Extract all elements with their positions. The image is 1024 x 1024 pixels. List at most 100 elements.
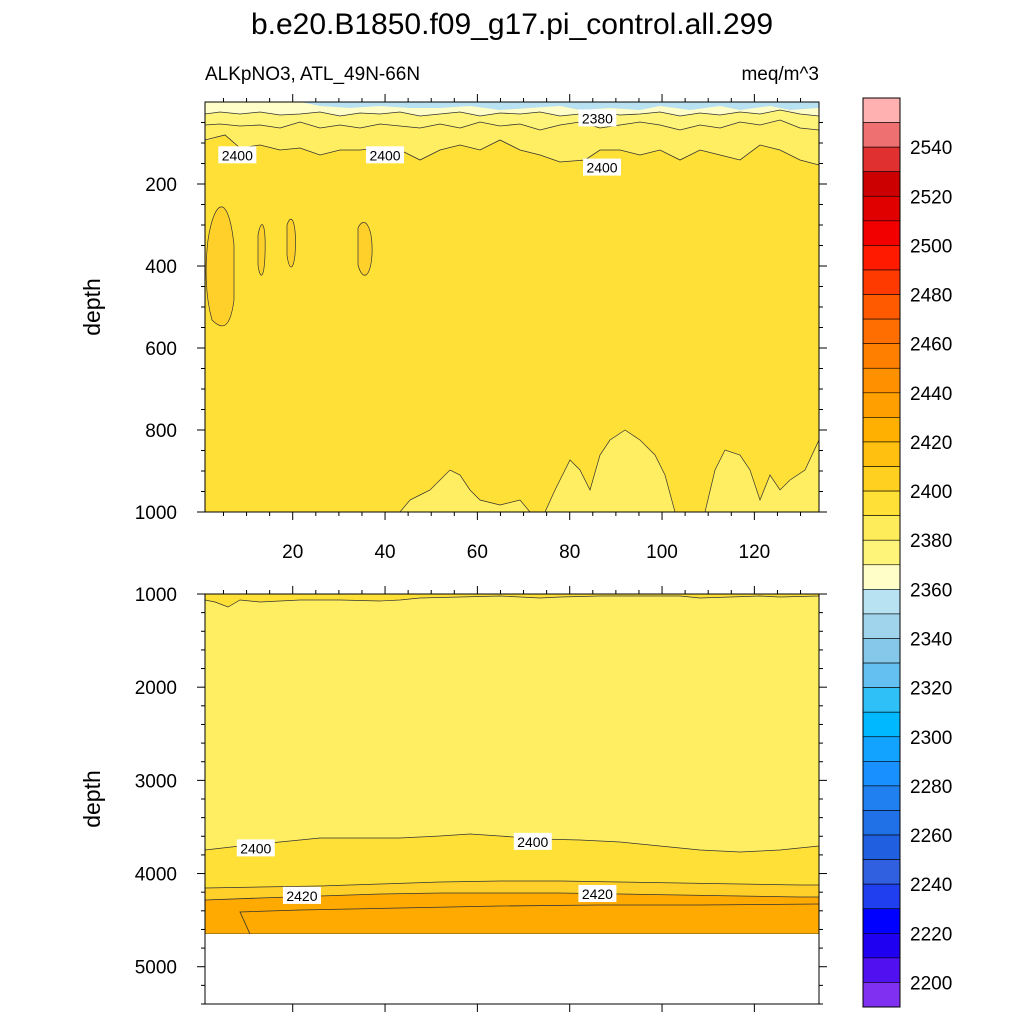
top-ytick-label: 600 — [145, 339, 177, 360]
colorbar-swatch — [862, 785, 901, 811]
top-ytick-label: 1000 — [135, 503, 177, 524]
top-ytick-label: 200 — [145, 175, 177, 196]
chart-units: meq/m^3 — [741, 64, 819, 85]
top-fill-2360 — [300, 102, 819, 110]
top-blob-2 — [257, 224, 266, 276]
bottom-ytick-label: 2000 — [135, 678, 177, 699]
top-ytick-label: 800 — [145, 421, 177, 442]
contour-label-box — [282, 886, 321, 904]
colorbar-swatch — [862, 171, 901, 197]
colorbar-label: 2220 — [910, 924, 952, 945]
contour-label-box — [513, 832, 552, 850]
colorbar-swatch — [862, 294, 901, 320]
top-xtick-label: 100 — [646, 542, 678, 563]
colorbar-swatch — [862, 736, 901, 762]
colorbar-swatch — [862, 761, 901, 787]
bottom-ytick-label: 5000 — [135, 958, 177, 979]
colorbar-swatch — [862, 97, 901, 123]
colorbar-label: 2520 — [910, 187, 952, 208]
colorbar-swatch — [862, 367, 901, 394]
colorbar-swatch — [862, 589, 901, 615]
contour-label-box — [583, 158, 622, 176]
contour-label: 2420 — [286, 888, 317, 904]
contour-label: 2420 — [582, 886, 613, 902]
colorbar-swatch — [862, 662, 901, 688]
colorbar-swatch — [862, 195, 901, 222]
top-xtick-label: 20 — [282, 542, 303, 563]
colorbar-label: 2540 — [910, 138, 952, 159]
top-deep-2390b — [544, 429, 676, 512]
bottom-band-2420 — [205, 892, 819, 935]
colorbar-swatch — [862, 417, 901, 443]
colorbar-label: 2360 — [910, 580, 952, 601]
top-blob-1 — [205, 206, 235, 327]
colorbar-swatch — [862, 564, 901, 590]
contour-label: 2400 — [240, 840, 271, 856]
colorbar-swatch — [862, 441, 901, 467]
colorbar-label: 2200 — [910, 973, 952, 994]
contour-label-box — [366, 146, 405, 164]
bottom-ytick-label: 1000 — [135, 585, 177, 606]
top-deep-2390c — [704, 439, 819, 512]
colorbar-swatch — [862, 711, 901, 738]
contour-label: 2380 — [582, 110, 613, 126]
colorbar-label: 2480 — [910, 286, 952, 307]
colorbar-swatch — [862, 957, 901, 983]
top-blob-4 — [357, 222, 373, 276]
colorbar-swatch — [862, 932, 901, 959]
colorbar-swatch — [862, 245, 901, 271]
bottom-ylabel: depth — [79, 770, 105, 828]
colorbar-swatch — [862, 269, 901, 295]
chart-subtitle-left: ALKpNO3, ATL_49N-66N — [205, 64, 420, 85]
colorbar-swatch — [862, 883, 901, 910]
colorbar-swatch — [862, 687, 901, 713]
colorbar-swatch — [862, 122, 901, 148]
top-deep-2390 — [399, 469, 531, 512]
top-xtick-label: 40 — [374, 542, 395, 563]
colorbar-label: 2440 — [910, 384, 952, 405]
contour-label: 2400 — [222, 147, 253, 163]
top-ytick-label: 400 — [145, 257, 177, 278]
contour-label: 2400 — [586, 160, 617, 176]
colorbar-label: 2380 — [910, 531, 952, 552]
colorbar-label: 2260 — [910, 826, 952, 847]
bottom-top-strip — [205, 594, 819, 608]
colorbar-swatch — [862, 343, 901, 369]
colorbar-swatch — [862, 220, 901, 246]
contour-label: 2400 — [517, 834, 548, 850]
colorbar-label: 2420 — [910, 433, 952, 454]
colorbar-swatch — [862, 859, 901, 885]
top-ylabel: depth — [79, 278, 105, 336]
colorbar-swatch — [862, 638, 901, 664]
top-fill-2400 — [205, 102, 819, 512]
bottom-contour-labels: 2400 2400 2420 2420 — [236, 832, 617, 904]
bottom-axes: 1000 2000 3000 4000 5000 — [135, 585, 827, 1012]
top-axes: 200 400 600 800 1000 20 40 60 80 100 120 — [135, 94, 827, 563]
contour-label-box — [218, 146, 257, 164]
contour-label-box — [236, 839, 275, 857]
bottom-ytick-label: 4000 — [135, 865, 177, 886]
top-xtick-label: 120 — [739, 542, 771, 563]
bottom-ytick-label: 3000 — [135, 771, 177, 792]
colorbar-label: 2400 — [910, 482, 952, 503]
top-blob-3 — [286, 218, 296, 268]
colorbar-label: 2300 — [910, 728, 952, 749]
colorbar: 2540 2520 2500 2480 2460 2440 2420 2400 2380 2360… — [862, 97, 952, 1008]
colorbar-swatch — [862, 515, 901, 541]
colorbar-swatch — [862, 146, 901, 173]
colorbar-swatch — [862, 908, 901, 934]
contour-label: 2400 — [369, 147, 400, 163]
colorbar-label: 2460 — [910, 335, 952, 356]
colorbar-frame — [862, 97, 901, 1008]
colorbar-label: 2340 — [910, 629, 952, 650]
colorbar-label: 2320 — [910, 679, 952, 700]
colorbar-swatch — [862, 539, 901, 566]
colorbar-swatch — [862, 466, 901, 492]
colorbar-swatch — [862, 613, 901, 639]
top-panel: 2400 2400 2400 2380 200 400 600 800 1000 20 40 60 8… — [79, 94, 827, 563]
colorbar-swatch — [862, 810, 901, 836]
bottom-empty-region — [205, 934, 819, 1004]
contour-label-box — [578, 885, 617, 903]
colorbar-label: 2240 — [910, 875, 952, 896]
